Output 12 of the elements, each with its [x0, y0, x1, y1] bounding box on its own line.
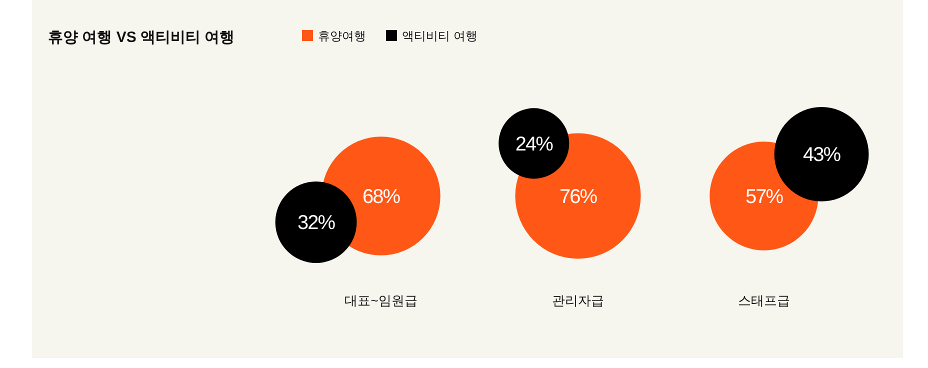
category-label: 스태프급 — [738, 293, 790, 308]
data-label: 68% — [362, 186, 401, 208]
category-label: 대표~임원급 — [344, 293, 418, 308]
data-label: 43% — [803, 144, 842, 166]
category-label: 관리자급 — [552, 293, 604, 308]
data-label: 57% — [745, 186, 784, 208]
legend-label: 액티비티 여행 — [402, 29, 478, 43]
data-label: 32% — [298, 212, 336, 234]
data-label: 76% — [559, 186, 598, 208]
legend-label: 휴양여행 — [318, 29, 366, 43]
text: 휴양 여행 VS 액티비티 여행 — [48, 29, 235, 46]
data-label: 24% — [515, 133, 554, 156]
